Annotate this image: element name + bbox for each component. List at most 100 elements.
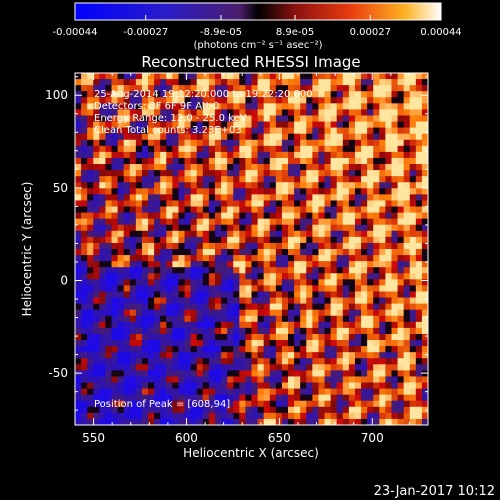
heatmap-cell	[196, 145, 204, 153]
heatmap-cell	[281, 261, 289, 268]
heatmap-cell	[312, 230, 319, 238]
heatmap-cell	[75, 340, 82, 347]
heatmap-cell	[154, 151, 161, 159]
heatmap-cell	[306, 267, 313, 274]
heatmap-cell	[75, 321, 82, 329]
heatmap-cell	[105, 394, 112, 402]
heatmap-cell	[318, 145, 325, 153]
heatmap-cell	[221, 327, 228, 335]
heatmap-cell	[354, 115, 362, 122]
heatmap-cell	[300, 224, 307, 232]
heatmap-cell	[336, 194, 344, 201]
heatmap-cell	[214, 412, 222, 420]
heatmap-cell	[190, 206, 198, 213]
heatmap-cell	[336, 346, 344, 353]
heatmap-cell	[227, 418, 234, 425]
heatmap-cell	[178, 133, 185, 141]
heatmap-cell	[196, 279, 204, 286]
heatmap-cell	[166, 340, 173, 347]
chart-title: Reconstructed RHESSI Image	[141, 53, 360, 71]
heatmap-cell	[87, 200, 94, 207]
heatmap-cell	[385, 127, 392, 135]
heatmap-cell	[166, 261, 173, 268]
heatmap-cell	[294, 346, 301, 353]
heatmap-cell	[196, 303, 204, 311]
heatmap-cell	[342, 333, 350, 341]
heatmap-cell	[184, 382, 192, 389]
heatmap-cell	[379, 340, 386, 347]
heatmap-cell	[385, 400, 392, 408]
heatmap-cell	[348, 352, 356, 359]
heatmap-cell	[239, 303, 246, 311]
heatmap-cell	[99, 255, 106, 262]
heatmap-cell	[75, 73, 82, 80]
heatmap-cell	[269, 267, 277, 274]
heatmap-cell	[330, 364, 338, 371]
heatmap-cell	[190, 376, 198, 383]
heatmap-cell	[221, 370, 228, 377]
heatmap-cell	[81, 267, 88, 274]
heatmap-cell	[409, 418, 417, 425]
heatmap-cell	[123, 376, 131, 383]
heatmap-cell	[379, 346, 386, 353]
heatmap-cell	[87, 242, 94, 250]
heatmap-cell	[367, 273, 374, 280]
heatmap-cell	[336, 303, 344, 311]
heatmap-cell	[196, 164, 204, 171]
heatmap-cell	[275, 200, 283, 207]
heatmap-cell	[154, 170, 161, 177]
heatmap-cell	[263, 224, 271, 232]
heatmap-cell	[166, 157, 173, 165]
heatmap-cell	[300, 97, 307, 104]
heatmap-cell	[361, 103, 368, 110]
heatmap-cell	[354, 291, 362, 298]
heatmap-cell	[391, 121, 398, 129]
heatmap-cell	[135, 340, 143, 347]
heatmap-cell	[111, 418, 119, 425]
heatmap-cell	[403, 346, 411, 353]
heatmap-cell	[221, 321, 228, 329]
heatmap-cell	[190, 249, 198, 256]
heatmap-cell	[379, 133, 386, 141]
heatmap-cell	[75, 285, 82, 292]
heatmap-cell	[87, 412, 94, 420]
heatmap-cell	[342, 352, 350, 359]
heatmap-cell	[123, 115, 131, 122]
heatmap-cell	[214, 212, 222, 220]
heatmap-cell	[385, 176, 392, 183]
heatmap-cell	[227, 309, 234, 317]
heatmap-cell	[348, 164, 356, 171]
heatmap-cell	[361, 279, 368, 286]
heatmap-cell	[251, 73, 258, 80]
heatmap-cell	[336, 145, 344, 153]
heatmap-cell	[397, 388, 405, 396]
heatmap-cell	[239, 164, 246, 171]
heatmap-cell	[117, 206, 125, 213]
heatmap-cell	[275, 145, 283, 153]
heatmap-cell	[336, 376, 344, 383]
heatmap-cell	[409, 145, 417, 153]
heatmap-cell	[196, 127, 204, 135]
heatmap-cell	[93, 376, 100, 383]
heatmap-cell	[81, 327, 88, 335]
heatmap-cell	[214, 182, 222, 189]
heatmap-cell	[409, 394, 417, 402]
heatmap-cell	[306, 418, 313, 425]
heatmap-cell	[312, 157, 319, 165]
heatmap-cell	[263, 297, 271, 305]
heatmap-cell	[415, 267, 423, 274]
heatmap-cell	[354, 370, 362, 377]
heatmap-cell	[336, 394, 344, 402]
heatmap-cell	[178, 236, 185, 244]
heatmap-cell	[214, 200, 222, 207]
heatmap-cell	[275, 370, 283, 377]
heatmap-cell	[117, 224, 125, 232]
heatmap-cell	[348, 236, 356, 244]
heatmap-cell	[379, 115, 386, 122]
heatmap-cell	[263, 176, 271, 183]
heatmap-cell	[190, 364, 198, 371]
heatmap-cell	[415, 315, 423, 323]
heatmap-cell	[190, 321, 198, 329]
heatmap-cell	[190, 73, 198, 80]
heatmap-cell	[154, 115, 161, 122]
